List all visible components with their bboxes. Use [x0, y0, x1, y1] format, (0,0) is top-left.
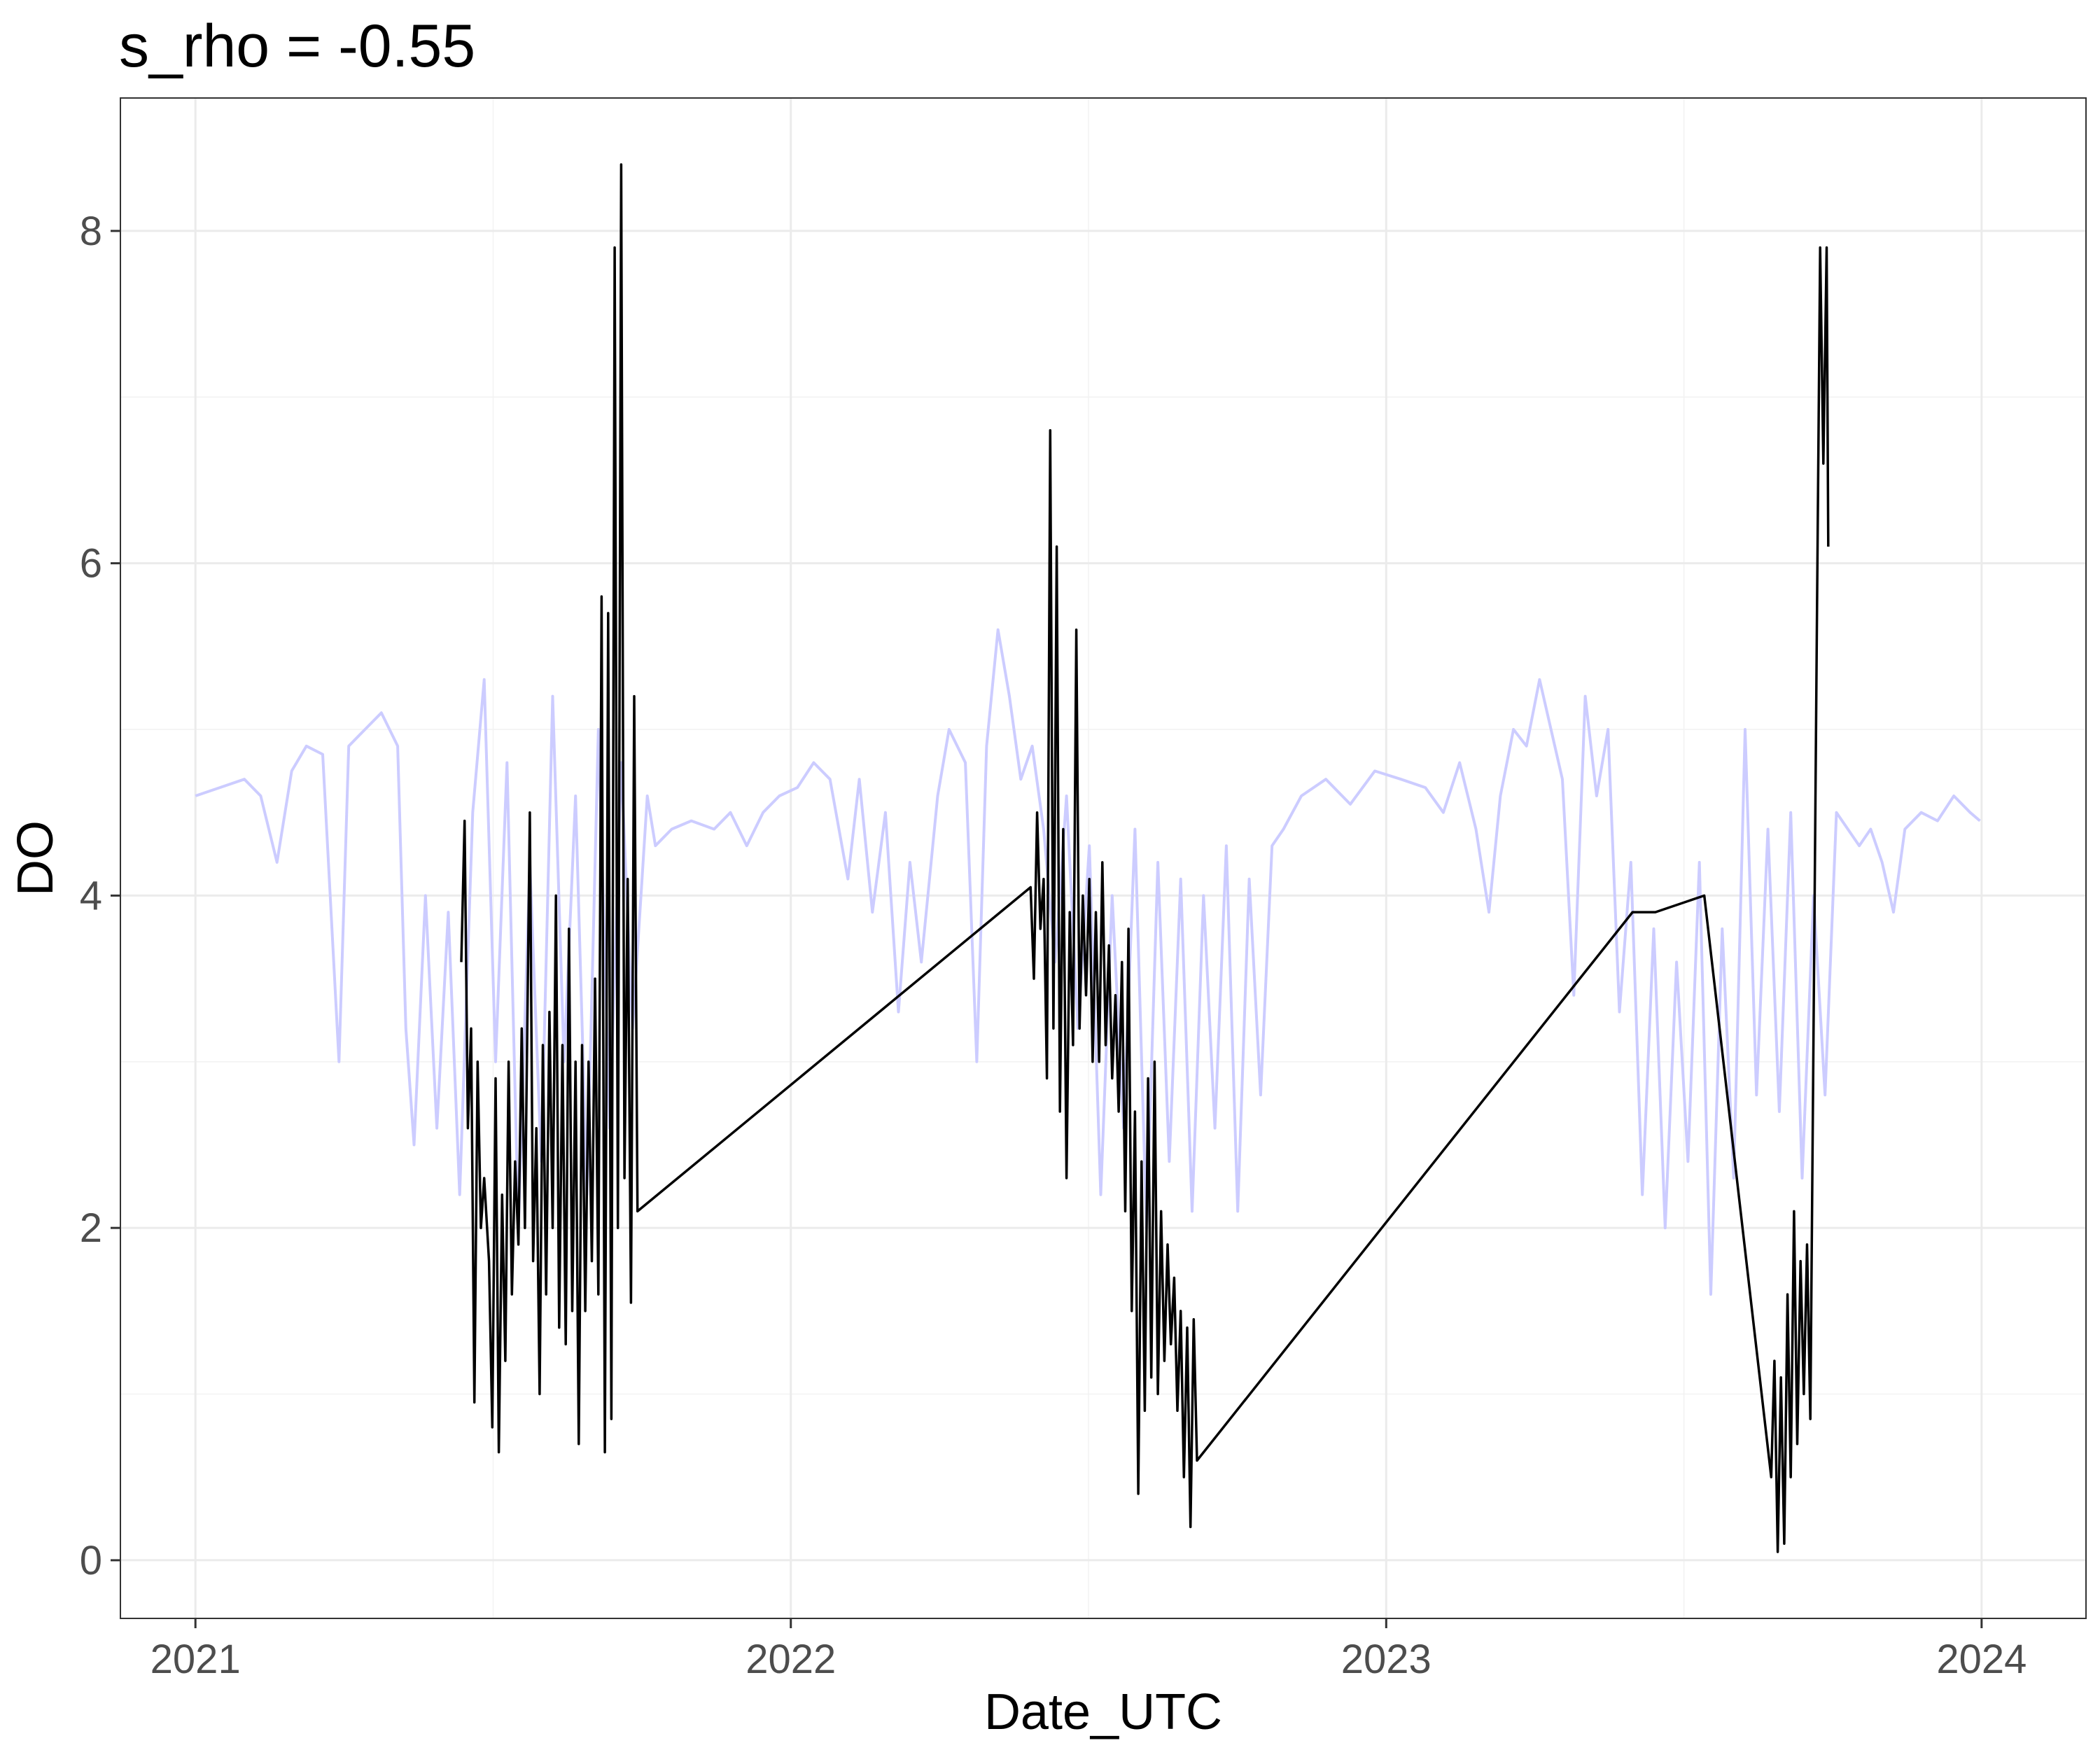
x-tick-label: 2023 — [1341, 1637, 1432, 1682]
series-lines — [195, 163, 1981, 1553]
y-tick-label: 0 — [80, 1538, 102, 1583]
primary-series-line — [460, 163, 1830, 1553]
x-tick-label: 2022 — [746, 1637, 836, 1682]
x-axis-title: Date_UTC — [984, 1684, 1222, 1740]
axes: 0 2 4 6 8 2021 2022 2023 2024 — [80, 209, 2027, 1682]
grid-lines — [120, 98, 2086, 1618]
y-tick-label: 6 — [80, 541, 102, 587]
reference-series-line — [195, 628, 1981, 1296]
y-tick-label: 8 — [80, 209, 102, 254]
y-tick-label: 4 — [80, 873, 102, 918]
chart-title: s_rho = -0.55 — [119, 13, 475, 80]
x-tick-label: 2024 — [1936, 1637, 2026, 1682]
plot-panel-border — [120, 97, 2087, 1619]
y-axis-title: DO — [8, 820, 64, 896]
x-tick-label: 2021 — [150, 1637, 241, 1682]
y-tick-label: 2 — [80, 1205, 102, 1251]
